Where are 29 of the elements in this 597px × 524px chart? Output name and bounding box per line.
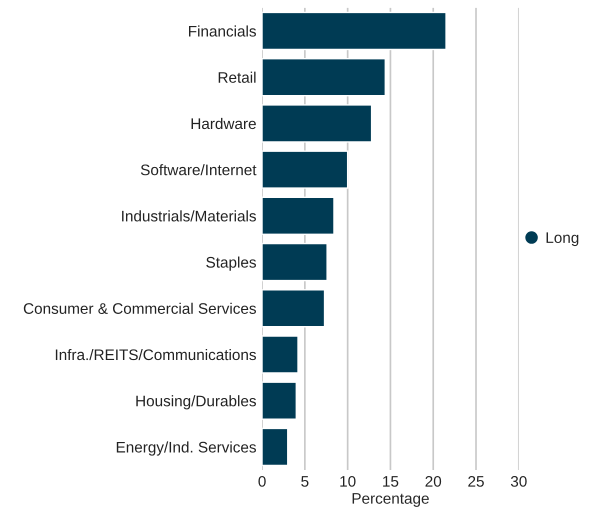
bar <box>262 335 299 374</box>
bar <box>262 242 328 282</box>
bar <box>262 12 447 50</box>
x-tick-label: 15 <box>383 476 398 487</box>
x-tick-label: 10 <box>340 476 356 487</box>
bar <box>262 58 386 96</box>
x-axis-title: Percentage <box>352 493 429 507</box>
y-tick-label: Infra./REITS/Communications <box>56 348 256 360</box>
bar <box>262 150 348 189</box>
legend-label: Long <box>546 232 578 246</box>
bar <box>262 382 298 420</box>
x-tick-label: 25 <box>468 476 484 487</box>
y-tick-label: Software/Internet <box>140 164 256 176</box>
x-tick-label: 30 <box>510 476 527 487</box>
y-tick-label: Staples <box>206 256 256 271</box>
y-tick-label: Industrials/Materials <box>122 210 256 222</box>
y-tick-label: Retail <box>218 72 256 83</box>
y-tick-label: Consumer & Commercial Services <box>24 302 256 314</box>
x-tick-label: 5 <box>301 476 308 487</box>
y-tick-label: Housing/Durables <box>136 395 256 410</box>
bar <box>262 104 372 143</box>
bar <box>262 196 335 236</box>
y-tick-label: Energy/Ind. Services <box>116 441 256 456</box>
x-tick-label: 20 <box>425 476 442 487</box>
x-tick-label: 0 <box>258 476 266 487</box>
bar <box>262 428 288 466</box>
y-tick-label: Financials <box>189 25 256 37</box>
y-tick-label: Hardware <box>192 118 256 130</box>
bar <box>262 289 326 328</box>
